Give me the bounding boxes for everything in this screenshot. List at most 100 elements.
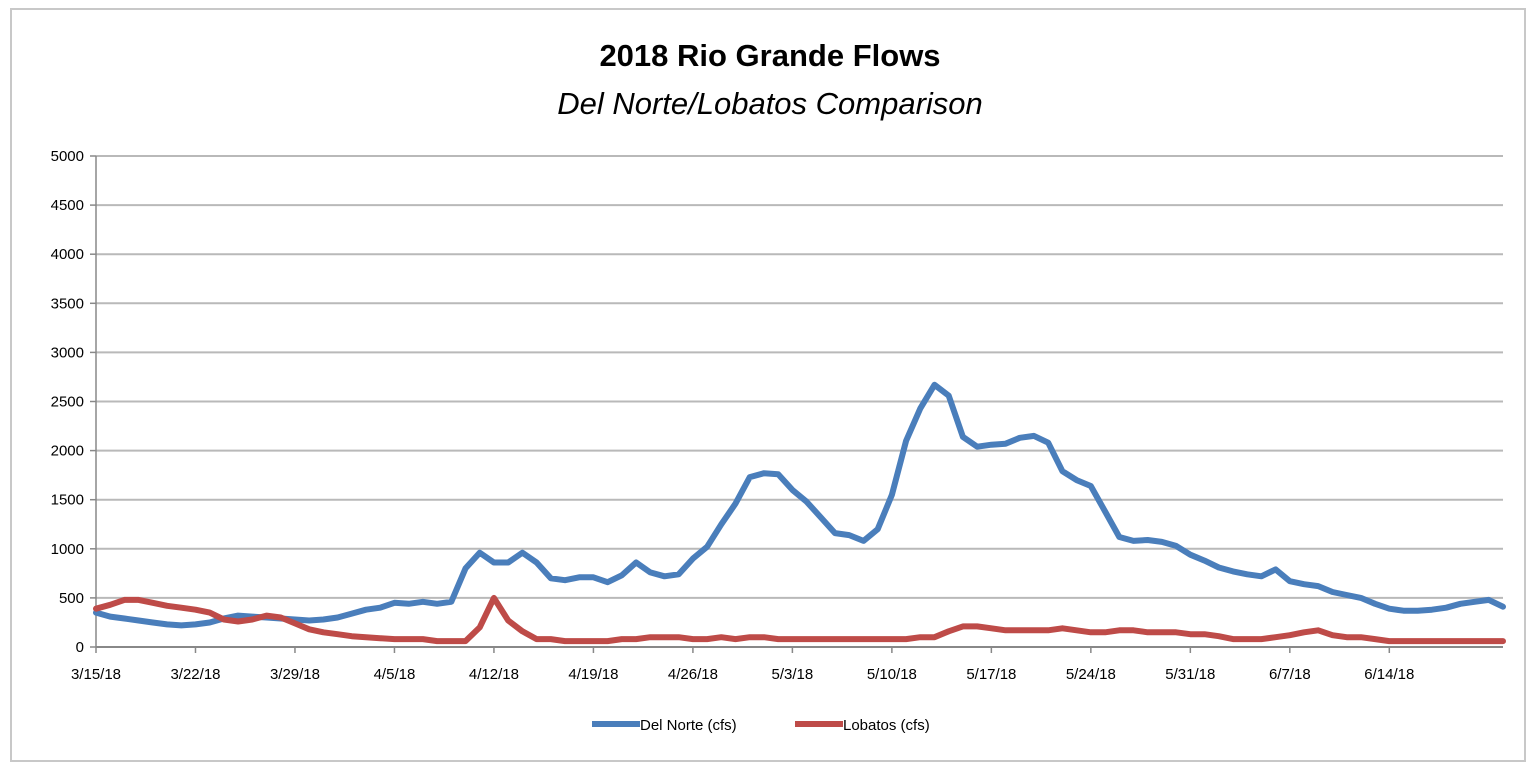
x-tick-label: 4/12/18 [469,666,519,683]
data-point [1289,634,1291,636]
data-point [720,523,722,525]
data-point [308,628,310,630]
data-point [976,625,978,627]
x-tick-label: 3/29/18 [270,666,320,683]
x-tick-label: 6/14/18 [1364,666,1414,683]
x-tick-label: 5/10/18 [867,666,917,683]
data-point [493,562,495,564]
data-point [1161,541,1163,543]
y-tick-label: 5000 [51,148,84,165]
data-point [138,599,140,601]
data-point [777,638,779,640]
data-point [635,638,637,640]
data-point [1417,610,1419,612]
data-point [1175,631,1177,633]
data-point [1403,610,1405,612]
data-point [1445,607,1447,609]
data-point [877,638,879,640]
data-point [592,640,594,642]
data-point [1488,640,1490,642]
data-point [1033,435,1035,437]
data-point [791,638,793,640]
data-point [1346,594,1348,596]
data-point [678,573,680,575]
data-point [862,638,864,640]
data-point [1218,635,1220,637]
data-point [1076,629,1078,631]
data-point [749,476,751,478]
data-point [123,618,125,620]
data-point [351,613,353,615]
data-point [450,640,452,642]
data-point [649,571,651,573]
data-point [1204,560,1206,562]
data-point [621,638,623,640]
data-point [848,534,850,536]
data-point [1061,470,1063,472]
data-point [1474,640,1476,642]
y-tick-label: 1000 [51,541,84,558]
data-point [237,615,239,617]
data-point [1388,608,1390,610]
data-point [692,558,694,560]
data-point [1189,633,1191,635]
data-point [1005,443,1007,445]
data-point [1061,627,1063,629]
data-point [1360,636,1362,638]
series-line-0 [93,381,1506,629]
data-point [1431,609,1433,611]
data-point [1246,573,1248,575]
data-point [1303,631,1305,633]
data-point [237,620,239,622]
data-point [891,638,893,640]
data-point [493,597,495,599]
data-point [919,407,921,409]
data-point [180,624,182,626]
data-point [550,577,552,579]
data-point [1118,629,1120,631]
data-point [479,626,481,628]
data-point [1204,633,1206,635]
data-point [891,494,893,496]
data-point [379,607,381,609]
data-point [1260,575,1262,577]
data-point [408,638,410,640]
data-point [308,619,310,621]
data-point [934,384,936,386]
data-point [294,622,296,624]
chart-title: 2018 Rio Grande Flows [599,38,941,73]
data-point [834,638,836,640]
data-point [1090,631,1092,633]
y-tick-label: 4500 [51,197,84,214]
data-point [1047,629,1049,631]
data-point [1246,638,1248,640]
data-point [280,617,282,619]
data-point [109,616,111,618]
data-point [948,630,950,632]
data-point [1175,545,1177,547]
x-tick-label: 5/24/18 [1066,666,1116,683]
data-point [1019,437,1021,439]
data-point [1232,638,1234,640]
data-point [777,473,779,475]
chart-subtitle: Del Norte/Lobatos Comparison [557,86,983,121]
y-tick-label: 1500 [51,492,84,509]
x-tick-label: 4/19/18 [568,666,618,683]
y-tick-label: 2500 [51,394,84,411]
series-lines [93,381,1506,645]
data-point [465,640,467,642]
data-point [194,623,196,625]
data-point [1388,640,1390,642]
data-point [450,601,452,603]
data-point [706,546,708,548]
data-point [1019,629,1021,631]
data-point [1147,539,1149,541]
data-point [1303,583,1305,585]
data-point [507,619,509,621]
data-point [720,636,722,638]
data-point [194,609,196,611]
legend-label: Lobatos (cfs) [843,717,930,734]
x-tick-label: 5/17/18 [966,666,1016,683]
y-tick-label: 500 [59,590,84,607]
data-point [578,576,580,578]
